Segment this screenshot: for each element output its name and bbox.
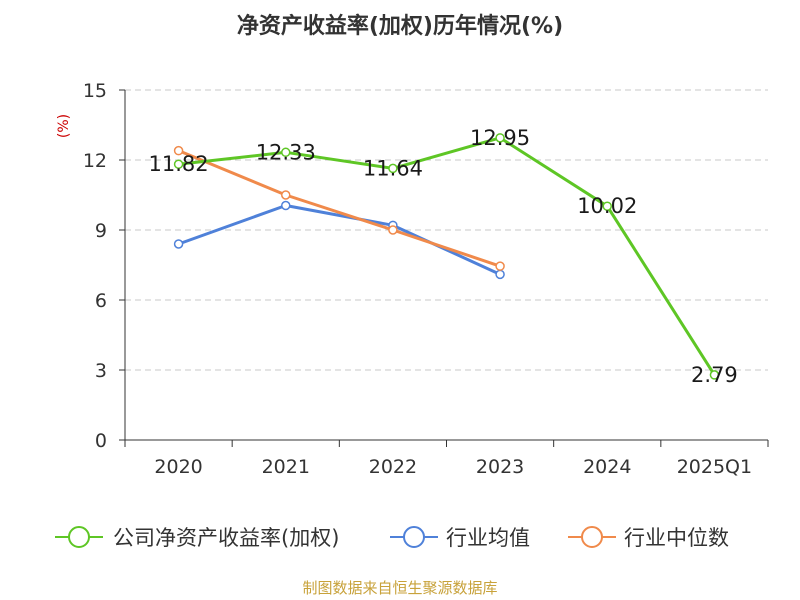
x-tick-label: 2024 — [583, 456, 631, 478]
x-tick-label: 2021 — [262, 456, 310, 478]
data-point — [281, 147, 291, 158]
gridlines — [125, 89, 768, 371]
y-tick-label: 15 — [83, 80, 107, 102]
x-tick-label: 2025Q1 — [677, 456, 752, 478]
series-line — [178, 204, 501, 276]
data-point — [388, 163, 398, 174]
data-point — [495, 133, 505, 143]
series-lines — [173, 133, 720, 380]
data-label: 11.82 — [149, 152, 209, 176]
data-label: 2.79 — [691, 363, 738, 387]
data-point — [281, 200, 291, 211]
legend-label: 公司净资产收益率(加权) — [113, 526, 339, 550]
legend-item[interactable]: 行业均值 — [390, 526, 530, 550]
y-tick-label: 9 — [95, 220, 107, 242]
data-point — [495, 261, 505, 271]
legend-swatch-circle — [581, 526, 603, 548]
data-labels: 11.82 12.33 11.64 12.95 10.02 2.79 — [149, 126, 738, 387]
y-tick-label: 3 — [95, 360, 107, 382]
legend: 公司净资产收益率(加权) 行业均值 行业中位数 — [55, 526, 729, 550]
legend-label: 行业均值 — [446, 526, 530, 550]
legend-item[interactable]: 公司净资产收益率(加权) — [55, 526, 339, 550]
data-point — [173, 145, 184, 156]
x-tick-label: 2022 — [369, 456, 417, 478]
x-tick-label: 2020 — [154, 456, 202, 478]
data-label: 12.95 — [470, 126, 530, 150]
data-label: 10.02 — [577, 194, 637, 218]
series-line — [178, 136, 716, 376]
y-tick-label: 0 — [95, 430, 107, 452]
data-point — [173, 159, 184, 169]
data-label: 12.33 — [256, 140, 316, 164]
data-point — [709, 370, 720, 380]
x-tick-label: 2023 — [476, 456, 524, 478]
data-point — [602, 201, 612, 211]
chart-title: 净资产收益率(加权)历年情况(%) — [237, 13, 563, 39]
legend-swatch-circle — [403, 526, 425, 548]
legend-label: 行业中位数 — [624, 526, 729, 550]
axes: 0 3 6 9 12 15 2020 2021 2022 2023 2024 2025Q1 — [83, 80, 769, 478]
series-line — [178, 149, 501, 268]
legend-swatch-circle — [68, 526, 90, 548]
data-point — [495, 269, 505, 280]
data-label: 11.64 — [363, 156, 423, 180]
y-tick-label: 12 — [83, 150, 107, 172]
source-note: 制图数据来自恒生聚源数据库 — [302, 579, 497, 597]
y-axis-label: (%) — [56, 114, 72, 138]
data-point — [173, 239, 184, 249]
y-tick-label: 6 — [95, 290, 107, 312]
data-point — [388, 225, 398, 235]
data-point — [281, 190, 291, 200]
legend-item[interactable]: 行业中位数 — [568, 526, 729, 550]
